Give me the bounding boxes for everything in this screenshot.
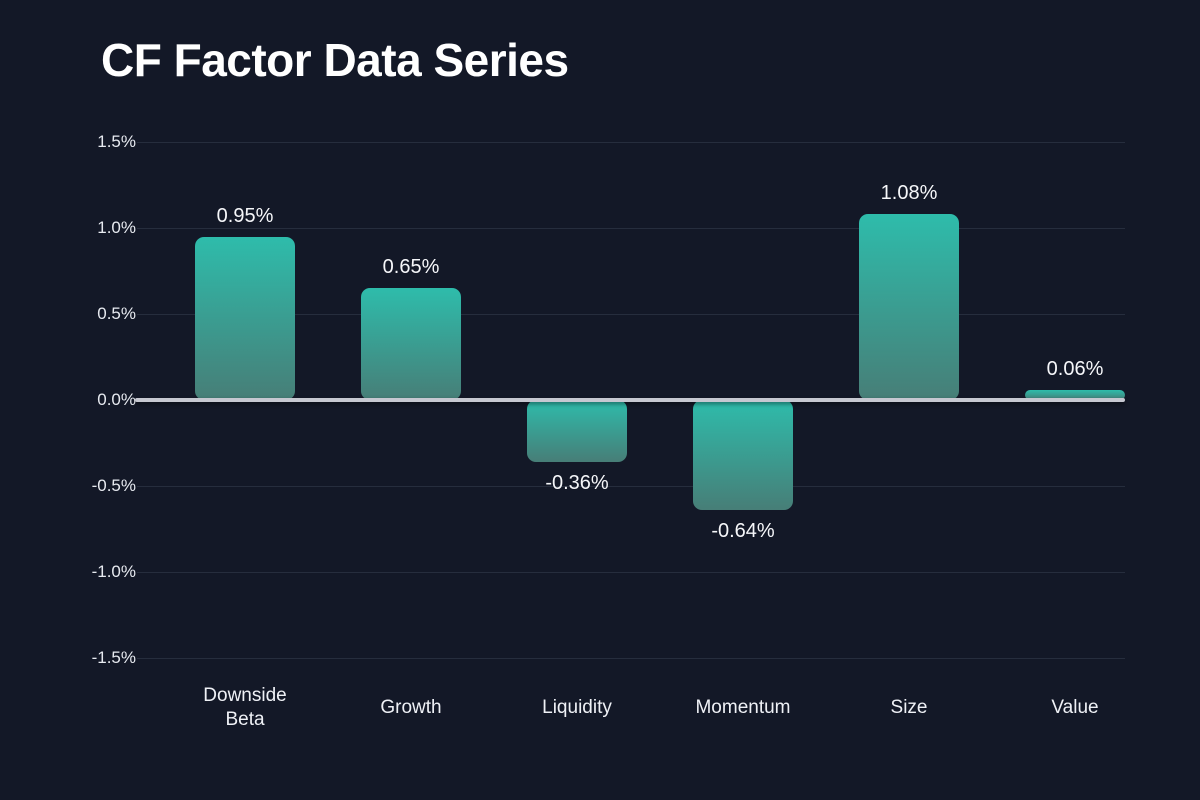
category-label: Downside Beta [162,680,328,736]
grid-line [137,228,1125,229]
y-tick-label: -0.5% [91,476,136,495]
bar [1025,389,1125,400]
category-label-text: Momentum [695,697,791,718]
y-tick-label: 1.0% [97,218,136,237]
category-label-text: Liquidity [542,697,612,718]
zero-axis-line [135,398,1125,402]
category-label: Momentum [660,680,826,736]
bar-value-label: -0.36% [545,471,609,494]
category-label: Value [992,680,1158,736]
bar-value-label: 1.08% [880,182,938,205]
grid-line [137,572,1125,573]
grid-line [137,658,1125,659]
category-label: Liquidity [494,680,660,736]
bar-value-label: -0.64% [711,520,775,543]
y-tick-label: 1.5% [97,132,136,151]
grid-line [137,142,1125,143]
bar [195,236,295,400]
chart-title: CF Factor Data Series [101,34,569,86]
bar-value-label: 0.06% [1046,357,1104,380]
bar [693,400,793,511]
y-tick-label: -1.0% [91,562,136,581]
y-tick-label: 0.5% [97,304,136,323]
bar-value-label: 0.65% [382,256,440,279]
category-label-text: Size [890,697,928,718]
grid-line [137,314,1125,315]
grid-line [137,486,1125,487]
category-label: Growth [328,680,494,736]
y-tick-label: 0.0% [97,390,136,409]
category-label-text: Growth [380,697,442,718]
bar-value-label: 0.95% [216,204,274,227]
bar [527,400,627,462]
bar [361,288,461,400]
y-tick-label: -1.5% [91,648,136,667]
category-label: Size [826,680,992,736]
category-label-text: Downside Beta [203,685,287,730]
bar [859,214,959,400]
category-label-text: Value [1051,697,1099,718]
